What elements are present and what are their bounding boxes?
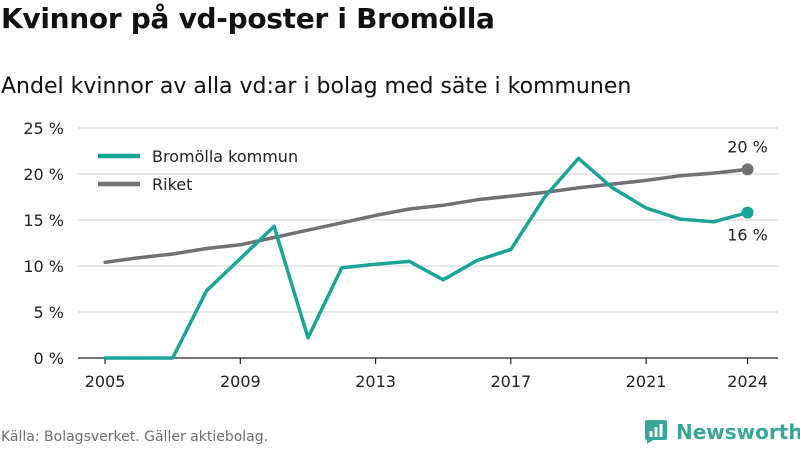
y-tick-label: 25 % xyxy=(23,119,64,138)
series-end-label: 16 % xyxy=(727,226,768,245)
series-line-0 xyxy=(103,156,750,360)
y-tick-label: 0 % xyxy=(34,349,64,368)
series-end-point xyxy=(741,163,754,176)
x-tick-label: 2013 xyxy=(355,372,396,391)
series-end-label: 20 % xyxy=(727,137,768,156)
y-tick-label: 20 % xyxy=(23,165,64,184)
brand-name: Newsworthy xyxy=(676,420,800,444)
chart-subtitle: Andel kvinnor av alla vd:ar i bolag med … xyxy=(1,74,632,99)
x-tick-label: 2017 xyxy=(490,372,531,391)
chart-title: Kvinnor på vd-poster i Bromölla xyxy=(1,2,495,35)
x-tick-label: 2021 xyxy=(626,372,667,391)
x-tick-label: 2009 xyxy=(220,372,261,391)
brand-logo[interactable]: Newsworthy xyxy=(644,418,800,446)
y-tick-label: 10 % xyxy=(23,257,64,276)
series-line-1 xyxy=(103,167,750,265)
source-note: Källa: Bolagsverket. Gäller aktiebolag. xyxy=(1,429,269,445)
x-tick-label: 2024 xyxy=(727,372,768,391)
x-tick-label: 2005 xyxy=(85,372,126,391)
series-end-point xyxy=(741,206,754,219)
newsworthy-logo-icon xyxy=(645,420,667,444)
legend-label: Bromölla kommun xyxy=(152,147,298,166)
y-tick-label: 5 % xyxy=(34,303,64,322)
legend-label: Riket xyxy=(152,175,192,194)
y-tick-label: 15 % xyxy=(23,211,64,230)
